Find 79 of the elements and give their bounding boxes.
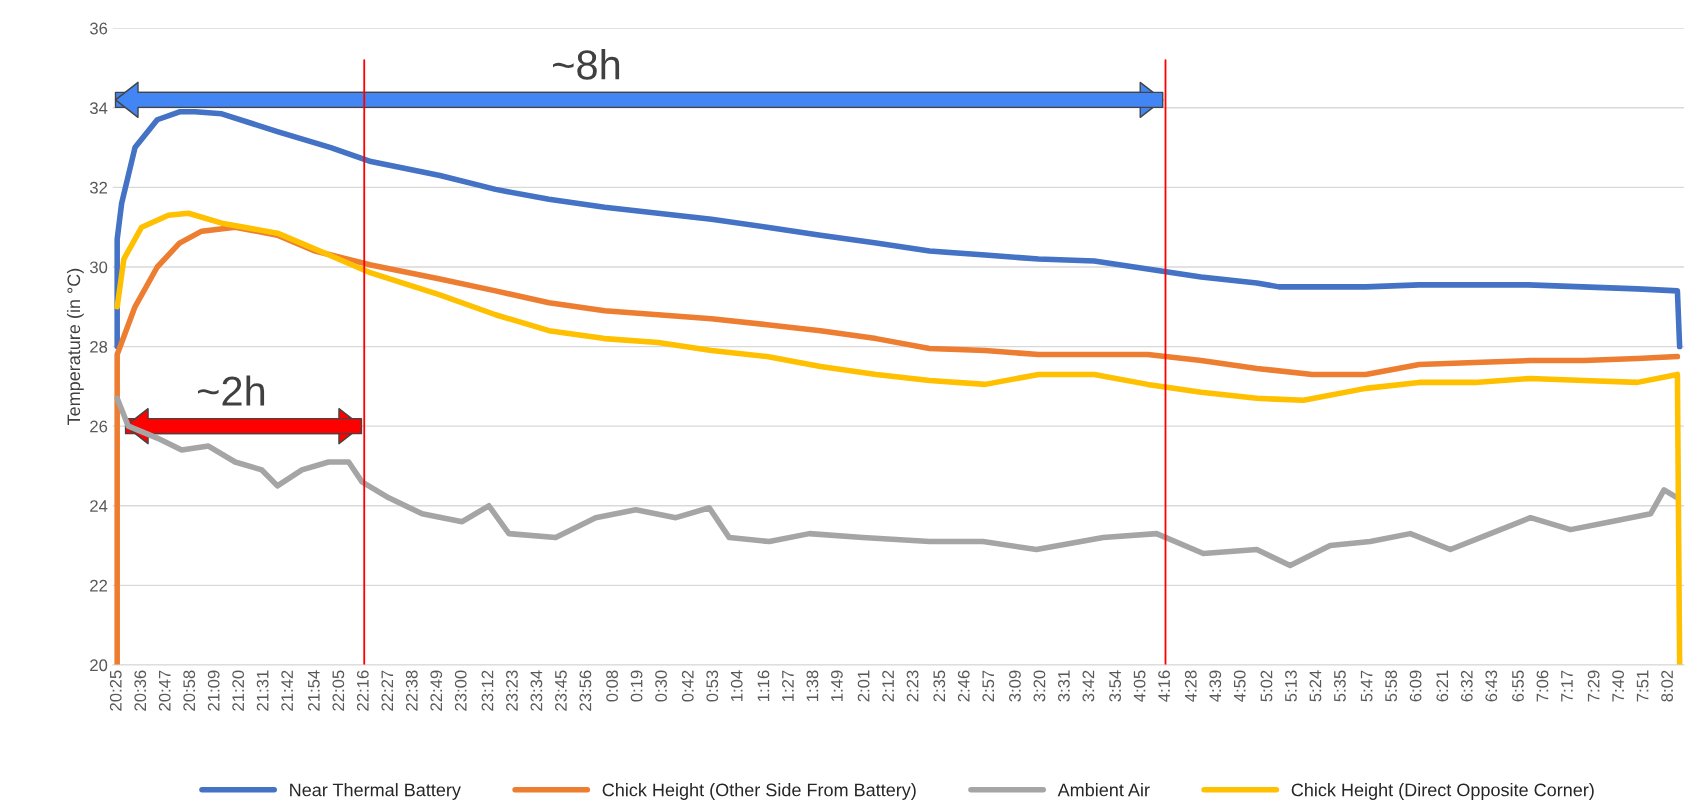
x-tick-label: 5:47 xyxy=(1360,670,1373,702)
x-tick-label: 6:32 xyxy=(1460,670,1473,702)
x-tick-label: 4:28 xyxy=(1184,670,1197,702)
x-tick-label: 1:38 xyxy=(806,670,819,701)
x-tick-label: 23:45 xyxy=(555,670,567,711)
x-tick-label: 23:00 xyxy=(454,670,467,711)
x-tick-label: 21:42 xyxy=(281,670,293,711)
x-tick-label: 21:31 xyxy=(256,670,269,711)
y-tick-label: 36 xyxy=(89,22,108,35)
x-tick-label: 22:27 xyxy=(381,670,394,711)
x-tick-label: 2:57 xyxy=(982,670,995,702)
x-tick-label: 7:17 xyxy=(1561,670,1573,702)
x-tick-label: 1:49 xyxy=(830,670,843,701)
x-tick-label: 4:50 xyxy=(1233,670,1246,702)
x-tick-label: 3:54 xyxy=(1109,670,1121,702)
y-tick-label: 32 xyxy=(89,181,108,194)
y-tick-label: 34 xyxy=(89,102,108,115)
x-tick-label: 23:12 xyxy=(481,670,494,711)
x-tick-label: 7:29 xyxy=(1587,670,1600,702)
x-tick-label: 5:13 xyxy=(1285,670,1297,702)
x-tick-label: 22:05 xyxy=(332,670,345,711)
x-tick-label: 5:35 xyxy=(1334,670,1346,702)
x-tick-label: 22:16 xyxy=(356,670,369,711)
x-tick-label: 0:19 xyxy=(630,670,643,702)
x-tick-label: 5:58 xyxy=(1385,670,1397,702)
x-tick-label: 21:09 xyxy=(207,670,220,711)
x-tick-label: 6:55 xyxy=(1512,670,1524,702)
x-tick-label: 7:06 xyxy=(1536,670,1549,702)
legend-label: Chick Height (Direct Opposite Corner) xyxy=(1291,783,1594,800)
x-tick-label: 8:02 xyxy=(1661,670,1673,702)
x-tick-label: 7:51 xyxy=(1636,670,1649,702)
x-tick-label: 4:39 xyxy=(1209,670,1222,702)
y-tick-label: 20 xyxy=(90,659,108,672)
x-tick-label: 1:16 xyxy=(757,670,770,701)
y-axis-title: Temperature (in °C) xyxy=(66,268,84,426)
y-tick-label: 24 xyxy=(90,500,108,512)
legend-label: Ambient Air xyxy=(1057,783,1150,797)
x-tick-label: 22:38 xyxy=(405,670,418,711)
x-tick-label: 20:47 xyxy=(158,670,171,711)
x-tick-label: 3:31 xyxy=(1058,670,1070,702)
x-tick-label: 6:43 xyxy=(1485,670,1498,702)
x-tick-label: 23:23 xyxy=(506,670,518,711)
x-tick-label: 22:49 xyxy=(430,670,443,711)
y-tick-label: 26 xyxy=(90,420,108,433)
x-tick-label: 5:24 xyxy=(1309,670,1322,702)
x-tick-label: 23:34 xyxy=(530,670,543,711)
x-tick-label: 1:04 xyxy=(730,670,743,701)
x-tick-label: 0:30 xyxy=(655,670,667,702)
x-tick-label: 20:36 xyxy=(134,670,147,711)
legend-label: Near Thermal Battery xyxy=(290,783,461,800)
x-tick-label: 2:35 xyxy=(933,670,946,702)
x-tick-label: 5:02 xyxy=(1260,670,1273,702)
x-tick-label: 0:08 xyxy=(606,670,618,702)
x-tick-label: 4:16 xyxy=(1158,670,1170,702)
x-tick-label: 23:56 xyxy=(579,670,592,711)
x-tick-label: 2:46 xyxy=(957,670,970,702)
x-tick-label: 21:20 xyxy=(232,670,245,711)
x-tick-label: 2:12 xyxy=(882,670,894,702)
legend-label: Chick Height (Other Side From Battery) xyxy=(602,783,916,800)
x-tick-label: 6:09 xyxy=(1409,670,1422,702)
x-tick-label: 0:42 xyxy=(681,670,694,702)
y-tick-label: 22 xyxy=(90,579,108,592)
x-tick-label: 6:21 xyxy=(1436,670,1449,702)
x-tick-label: 2:23 xyxy=(906,670,919,702)
x-tick-label: 3:42 xyxy=(1082,670,1095,702)
x-tick-label: 7:40 xyxy=(1612,670,1625,702)
x-tick-label: 3:09 xyxy=(1009,670,1021,702)
x-tick-label: 4:05 xyxy=(1133,670,1146,702)
annotation: ~2h xyxy=(197,375,265,406)
x-tick-label: 1:27 xyxy=(782,670,794,701)
x-tick-label: 20:58 xyxy=(183,670,196,711)
y-tick-label: 28 xyxy=(90,340,108,353)
x-tick-label: 2:01 xyxy=(857,670,870,702)
x-tick-label: 20:25 xyxy=(109,670,122,711)
x-tick-label: 21:54 xyxy=(307,670,320,711)
y-tick-label: 30 xyxy=(89,261,108,274)
annotation: ~8h xyxy=(553,49,620,80)
x-tick-label: 0:53 xyxy=(706,670,719,702)
x-tick-label: 3:20 xyxy=(1033,670,1046,702)
